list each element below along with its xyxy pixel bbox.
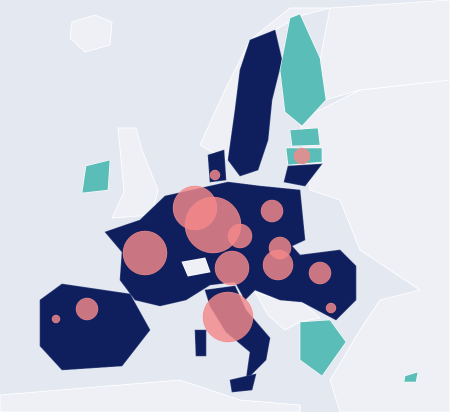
sardinia xyxy=(194,329,207,357)
eastern-land xyxy=(299,79,450,412)
sweden xyxy=(227,29,283,177)
estonia xyxy=(289,127,321,147)
ireland xyxy=(81,159,111,194)
iceland xyxy=(69,14,113,53)
bubble xyxy=(260,199,284,223)
lithuania xyxy=(283,163,323,187)
bubbles xyxy=(51,147,337,343)
bubble xyxy=(308,261,332,285)
cyprus xyxy=(403,371,419,383)
bubble xyxy=(209,169,221,181)
bubble xyxy=(202,291,254,343)
bubble xyxy=(293,147,311,165)
bubble xyxy=(325,302,337,314)
bubble xyxy=(262,249,294,281)
bubble xyxy=(227,223,253,249)
switzerland xyxy=(181,257,211,277)
finland xyxy=(279,13,327,127)
greece xyxy=(299,319,347,377)
north-africa xyxy=(0,379,301,412)
bubble xyxy=(122,230,168,276)
iberia xyxy=(39,283,151,371)
bubble xyxy=(214,250,250,286)
sicily xyxy=(229,373,257,393)
bubble xyxy=(51,314,61,324)
bubble xyxy=(75,297,99,321)
